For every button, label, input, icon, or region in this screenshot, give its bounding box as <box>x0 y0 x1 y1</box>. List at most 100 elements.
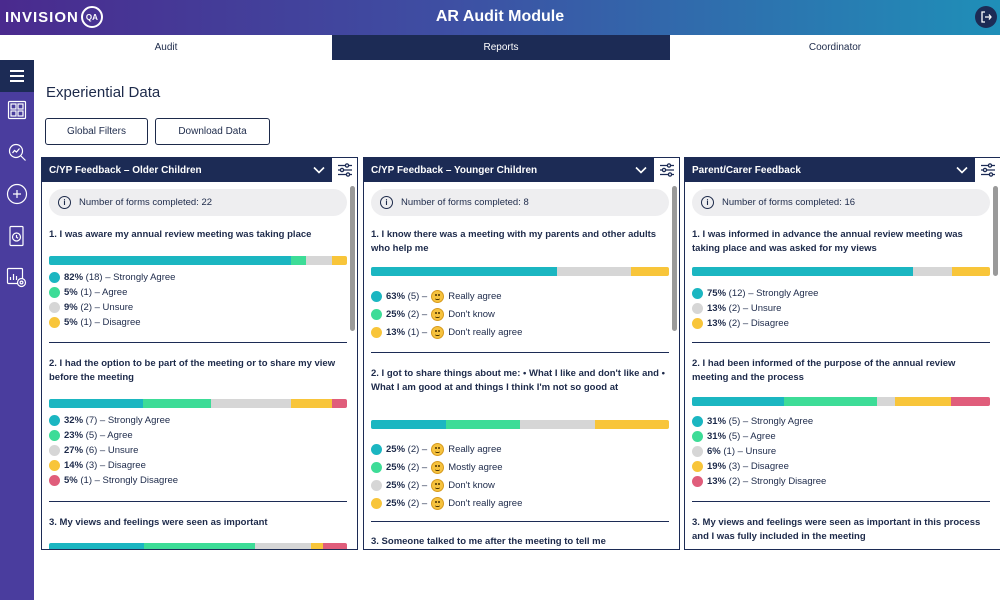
smiley-icon <box>431 479 445 492</box>
legend-item: 13% (2) – Strongly Disagree <box>692 476 826 487</box>
legend-dot <box>692 288 703 299</box>
bar-segment-teal <box>692 397 785 406</box>
legend-item: 9% (2) – Unsure <box>49 302 133 313</box>
tab-audit[interactable]: Audit <box>0 35 332 60</box>
forms-completed-info: i Number of forms completed: 22 <box>49 189 347 216</box>
chevron-down-icon[interactable] <box>954 162 970 178</box>
legend-dot <box>692 431 703 442</box>
legend-detail: (5) – Agree <box>85 430 133 441</box>
bar-segment-grey <box>913 267 952 276</box>
chevron-down-icon[interactable] <box>633 162 649 178</box>
legend-dot <box>371 462 382 473</box>
legend-label: Really agree <box>448 444 502 455</box>
bar-segment-grey <box>556 267 631 276</box>
panel-body: i Number of forms completed: 22 1. I was … <box>42 182 347 549</box>
tab-reports[interactable]: Reports <box>332 35 670 60</box>
legend-dot <box>49 302 60 313</box>
question-text: 1. I was aware my annual review meeting … <box>49 229 312 240</box>
legend-label: Don't really agree <box>448 498 523 509</box>
legend-dot <box>692 446 703 457</box>
divider <box>49 501 347 502</box>
tab-coordinator[interactable]: Coordinator <box>670 35 1000 60</box>
bar-segment-yellow <box>290 399 333 408</box>
divider <box>692 501 990 502</box>
scrollbar-thumb[interactable] <box>350 186 355 331</box>
legend-dot <box>371 309 382 320</box>
forms-completed-info: i Number of forms completed: 16 <box>692 189 990 216</box>
panel-header: Parent/Carer Feedback <box>685 158 1000 182</box>
logout-button[interactable] <box>975 6 997 28</box>
legend-dot <box>49 460 60 471</box>
legend-dot <box>49 445 60 456</box>
panel-scrollbar[interactable] <box>350 186 355 545</box>
bar-segment-green <box>143 399 212 408</box>
legend-item: 25% (2) – Really agree <box>371 443 502 456</box>
legend-item: 32% (7) – Strongly Agree <box>49 415 170 426</box>
bar-segment-grey <box>254 543 312 549</box>
bar-segment-yellow <box>311 543 324 549</box>
bar-segment-grey <box>876 397 895 406</box>
legend-item: 6% (1) – Unsure <box>692 446 776 457</box>
bar-segment-yellow <box>332 256 347 265</box>
legend-percent: 13% <box>707 318 727 329</box>
sidebar-item-analysis[interactable] <box>0 136 34 168</box>
legend-percent: 25% <box>386 444 406 455</box>
panel-settings-button[interactable] <box>974 158 1000 182</box>
panel-older-children: C/YP Feedback – Older Children i Number o… <box>41 157 358 550</box>
question-text: 3. My views and feelings were seen as im… <box>692 517 981 542</box>
sidebar-item-data[interactable] <box>0 262 34 294</box>
panel-header: C/YP Feedback – Older Children <box>42 158 357 182</box>
legend-percent: 9% <box>64 302 78 313</box>
info-icon: i <box>58 196 71 209</box>
chevron-down-icon[interactable] <box>311 162 327 178</box>
legend-item: 13% (1) – Don't really agree <box>371 326 522 339</box>
legend-percent: 13% <box>707 476 727 487</box>
panel-scrollbar[interactable] <box>672 186 677 545</box>
sidebar-item-dashboard[interactable] <box>0 94 34 126</box>
response-bar <box>692 267 990 276</box>
legend-dot <box>371 327 382 338</box>
legend-detail: (5) – Strongly Agree <box>728 416 814 427</box>
panel-scrollbar[interactable] <box>993 186 998 545</box>
legend-item: 25% (2) – Mostly agree <box>371 461 503 474</box>
bar-segment-grey <box>305 256 333 265</box>
legend-detail: (3) – Disagree <box>728 461 789 472</box>
legend-percent: 5% <box>64 475 78 486</box>
legend-detail: (2) – Unsure <box>728 303 782 314</box>
sidebar-menu-toggle[interactable] <box>0 60 34 92</box>
legend-dot <box>49 272 60 283</box>
response-bar <box>692 397 990 406</box>
legend-detail: (7) – Strongly Agree <box>85 415 171 426</box>
response-bar <box>371 420 669 429</box>
bar-segment-pink <box>323 543 347 549</box>
global-filters-button[interactable]: Global Filters <box>45 118 148 145</box>
download-data-button[interactable]: Download Data <box>155 118 270 145</box>
bar-segment-teal <box>692 267 914 276</box>
panel-body: i Number of forms completed: 16 1. I was … <box>685 182 990 549</box>
legend-detail: (1) – Unsure <box>723 446 777 457</box>
bar-segment-teal <box>49 543 145 549</box>
legend-detail: (2) – Disagree <box>728 318 789 329</box>
sidebar-item-reports[interactable] <box>0 220 34 252</box>
sidebar-item-add[interactable] <box>0 178 34 210</box>
legend-detail: (2) – <box>407 309 428 320</box>
legend-detail: (1) – Agree <box>80 287 128 298</box>
panel-header: C/YP Feedback – Younger Children <box>364 158 679 182</box>
legend-percent: 32% <box>64 415 84 426</box>
panel-title: C/YP Feedback – Younger Children <box>371 164 538 176</box>
hamburger-icon <box>10 70 24 82</box>
panel-settings-button[interactable] <box>331 158 357 182</box>
panel-settings-button[interactable] <box>653 158 679 182</box>
scrollbar-thumb[interactable] <box>993 186 998 276</box>
bar-segment-teal <box>49 256 291 265</box>
chart-settings-icon <box>6 267 27 288</box>
legend-dot <box>49 475 60 486</box>
forms-count: Number of forms completed: 16 <box>722 197 856 208</box>
scrollbar-thumb[interactable] <box>672 186 677 331</box>
legend-detail: (2) – <box>407 462 428 473</box>
legend-detail: (2) – <box>407 444 428 455</box>
legend-dot <box>371 498 382 509</box>
question-text: 2. I had the option to be part of the me… <box>49 358 336 383</box>
legend-item: 31% (5) – Agree <box>692 431 776 442</box>
response-bar <box>49 399 347 408</box>
